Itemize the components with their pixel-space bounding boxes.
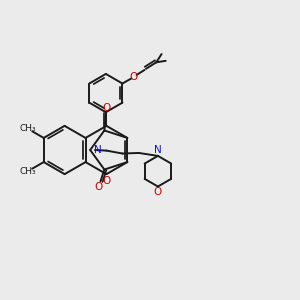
Text: CH₃: CH₃: [19, 124, 36, 133]
Text: CH₃: CH₃: [19, 167, 36, 176]
Text: O: O: [130, 72, 138, 82]
Text: N: N: [154, 145, 162, 155]
Text: O: O: [102, 103, 111, 113]
Text: O: O: [94, 182, 103, 193]
Text: O: O: [102, 176, 111, 186]
Text: N: N: [94, 145, 101, 155]
Text: O: O: [154, 188, 162, 197]
